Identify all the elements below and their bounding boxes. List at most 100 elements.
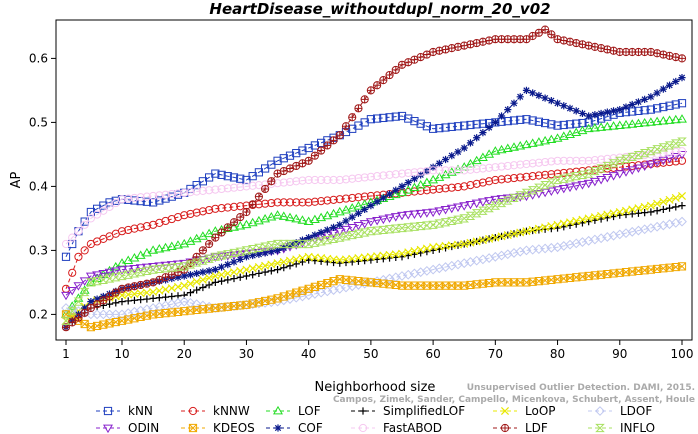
data-point <box>129 264 140 274</box>
data-point <box>223 269 232 278</box>
data-point <box>322 210 333 220</box>
data-point <box>658 143 669 152</box>
data-point <box>410 168 419 177</box>
data-point <box>560 102 568 110</box>
y-tick-label: 0.4 <box>29 179 48 193</box>
data-point <box>166 263 177 272</box>
data-point <box>496 144 507 154</box>
data-point <box>479 129 487 137</box>
data-point <box>136 223 145 232</box>
data-point <box>565 156 575 165</box>
data-point <box>541 170 550 179</box>
data-point <box>166 241 177 250</box>
data-point <box>373 81 382 90</box>
data-point <box>415 221 426 231</box>
data-point <box>422 186 431 195</box>
data-point <box>677 114 687 123</box>
data-point <box>304 175 313 185</box>
data-point <box>341 194 351 203</box>
data-point <box>577 170 588 179</box>
data-point <box>484 197 495 206</box>
data-point <box>390 213 401 222</box>
data-point <box>622 103 630 111</box>
data-point <box>372 216 383 226</box>
data-point <box>578 215 587 224</box>
data-point <box>397 249 407 258</box>
data-point <box>671 193 680 202</box>
data-point <box>665 81 674 89</box>
data-point <box>111 288 120 297</box>
data-point <box>298 176 307 185</box>
data-point <box>149 287 158 297</box>
data-point <box>597 109 605 118</box>
data-point <box>173 189 183 198</box>
data-point <box>67 287 78 296</box>
data-point <box>609 107 618 115</box>
data-point <box>409 210 420 220</box>
data-point <box>179 296 190 307</box>
data-point <box>261 184 270 194</box>
series-line <box>65 77 683 328</box>
data-point <box>359 407 367 415</box>
data-point <box>403 223 414 232</box>
data-point <box>553 121 562 130</box>
data-point <box>422 221 432 230</box>
data-point <box>528 116 537 125</box>
data-point <box>540 188 551 198</box>
data-point <box>323 141 332 150</box>
data-point <box>198 207 207 216</box>
data-point <box>261 268 269 276</box>
data-point <box>179 262 190 271</box>
data-point <box>516 228 525 237</box>
data-point <box>552 175 563 185</box>
data-point <box>198 275 207 284</box>
data-point <box>385 113 394 122</box>
data-point <box>74 227 83 236</box>
data-point <box>416 119 425 128</box>
data-point <box>390 224 401 233</box>
data-point <box>230 274 238 283</box>
data-point <box>595 423 605 433</box>
data-point <box>186 209 195 219</box>
legend-label: LoOP <box>525 404 556 418</box>
data-point <box>428 220 438 229</box>
data-point <box>323 175 332 185</box>
data-point <box>572 216 581 225</box>
plot-frame <box>55 19 693 341</box>
x-tick-label: 80 <box>550 347 565 361</box>
data-point <box>87 298 95 306</box>
data-point <box>334 206 345 216</box>
legend-item-ldf: LDF <box>493 421 548 434</box>
data-point <box>490 201 501 210</box>
data-point <box>117 266 127 275</box>
data-point <box>167 284 176 293</box>
data-point <box>659 85 667 93</box>
data-point <box>397 111 407 121</box>
data-point <box>304 198 313 207</box>
data-point <box>329 136 338 145</box>
data-point <box>416 245 425 254</box>
data-point <box>149 220 158 229</box>
data-point <box>534 183 544 192</box>
data-point <box>434 172 445 181</box>
data-point <box>267 267 275 275</box>
data-point <box>205 205 214 215</box>
data-point <box>80 308 89 317</box>
data-point <box>584 214 593 223</box>
legend-item-knnw: kNNW <box>181 404 250 418</box>
data-point <box>522 86 531 94</box>
data-point <box>285 198 295 207</box>
data-point <box>322 236 333 245</box>
data-point <box>260 213 271 223</box>
data-point <box>535 91 543 100</box>
data-point <box>597 155 606 164</box>
y-tick-label: 0.5 <box>29 115 48 129</box>
data-point <box>646 147 656 156</box>
data-point <box>404 248 413 257</box>
watermark-line-2: Unsupervised Outlier Detection. DAMI, 20… <box>467 383 695 393</box>
data-point <box>210 252 221 261</box>
data-point <box>448 152 456 160</box>
data-point <box>466 238 475 247</box>
data-point <box>621 168 631 177</box>
data-point <box>509 193 519 203</box>
